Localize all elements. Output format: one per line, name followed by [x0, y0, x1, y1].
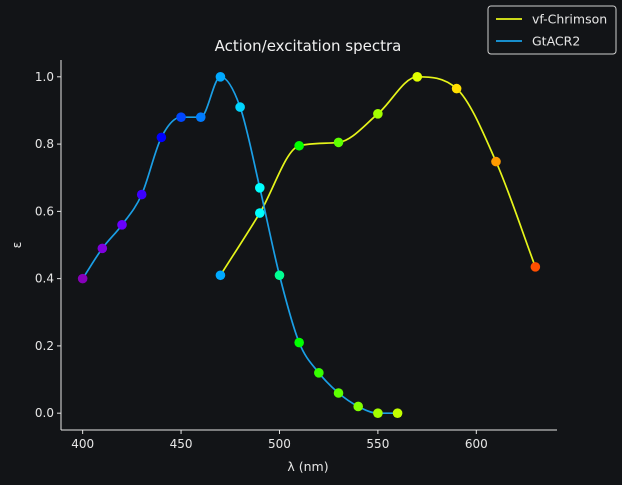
y-ticks: 0.0 0.2 0.4 0.6 0.8 1.0 [35, 70, 61, 420]
data-point [491, 156, 501, 167]
y-axis-label: ε [9, 242, 24, 249]
x-tick-label: 400 [71, 437, 94, 451]
data-point [195, 112, 206, 122]
data-point [333, 137, 344, 148]
data-point [235, 102, 245, 112]
x-tick-label: 500 [268, 437, 291, 451]
data-point [215, 72, 226, 82]
data-point [392, 408, 403, 418]
data-point [97, 243, 108, 254]
data-point [353, 401, 364, 412]
data-point [136, 189, 147, 200]
y-tick-label: 1.0 [35, 70, 54, 84]
y-tick-label: 0.8 [35, 137, 54, 151]
legend-label: GtACR2 [532, 34, 580, 49]
data-point [373, 109, 383, 119]
series-points [77, 72, 541, 418]
x-tick-label: 600 [465, 437, 488, 451]
legend-frame [487, 5, 617, 55]
data-point [156, 132, 167, 143]
chart-title: Action/excitation spectra [215, 37, 402, 55]
x-tick-label: 450 [170, 437, 193, 451]
data-point [451, 83, 462, 94]
legend: vf-Chrimson GtACR2 [487, 5, 617, 55]
legend-label: vf-Chrimson [532, 12, 607, 27]
plot-area: 0.0 0.2 0.4 0.6 0.8 1.0 400 450 500 550 600 [35, 60, 557, 451]
x-axis-label: λ (nm) [287, 459, 328, 474]
series-lines [81, 75, 537, 415]
data-point [215, 270, 226, 281]
data-point [254, 183, 265, 193]
data-point [373, 408, 383, 418]
data-point [176, 112, 186, 122]
data-point [274, 270, 285, 281]
data-point [254, 208, 265, 218]
data-point [530, 262, 541, 272]
y-tick-label: 0.2 [35, 339, 54, 353]
data-point [333, 388, 344, 398]
y-tick-label: 0.6 [35, 204, 54, 218]
data-point [294, 140, 304, 151]
data-point [314, 368, 324, 378]
data-point [117, 220, 127, 230]
legend-items: vf-Chrimson GtACR2 [496, 12, 607, 49]
x-ticks: 400 450 500 550 600 [71, 430, 488, 451]
series-line-0 [219, 75, 537, 276]
data-point [77, 273, 88, 284]
y-tick-label: 0.4 [35, 272, 54, 286]
data-point [412, 72, 423, 82]
y-tick-label: 0.0 [35, 406, 54, 420]
data-point [294, 337, 304, 348]
x-tick-label: 550 [366, 437, 389, 451]
